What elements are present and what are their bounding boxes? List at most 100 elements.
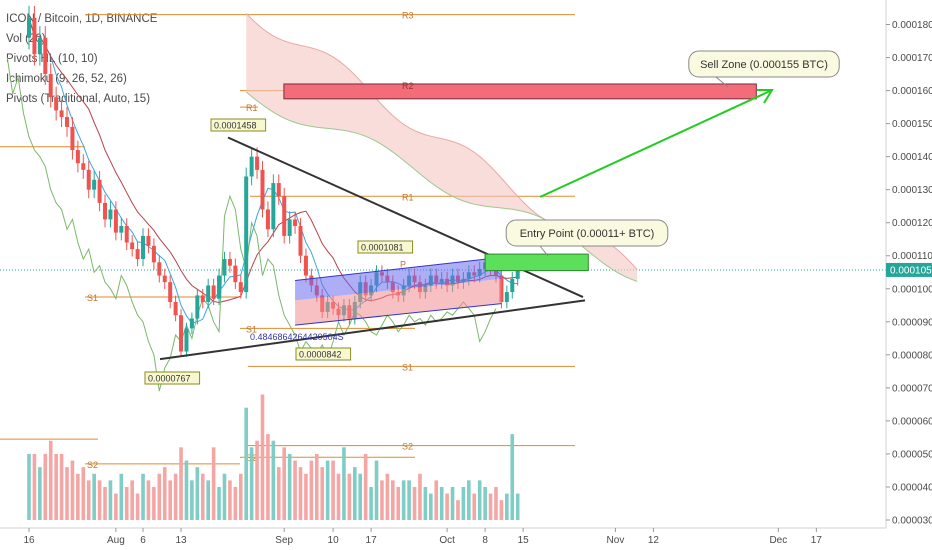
candle-body	[162, 275, 167, 283]
candle-body	[108, 209, 113, 220]
fib-ratio-label: 0.4846864264420504S	[250, 332, 344, 342]
candle-body	[48, 74, 53, 98]
candle-body	[168, 282, 173, 302]
ichimoku-cloud	[246, 13, 638, 282]
candle-body	[504, 292, 509, 302]
price-label-0000842: 0.0000842	[295, 347, 352, 361]
candle-body	[271, 183, 276, 230]
volume-bar	[282, 447, 287, 520]
indicator-pivots-traditional[interactable]: Pivots (Traditional, Auto, 15)	[6, 93, 151, 105]
candle-body	[211, 285, 216, 299]
volume-bar	[374, 460, 379, 520]
volume-bar	[418, 473, 422, 520]
last-price-tag	[886, 262, 932, 277]
volume-bar	[200, 473, 205, 520]
volume-bar	[287, 453, 292, 520]
volume-bar	[483, 486, 487, 520]
candle-body	[86, 169, 91, 190]
volume-bar	[27, 453, 31, 520]
volume-bar	[445, 493, 449, 520]
volume-bar	[325, 460, 330, 520]
volume-bar	[173, 473, 178, 520]
x-tick-label: 10	[328, 535, 340, 546]
volume-bar	[358, 473, 363, 520]
pivot-label: S1	[402, 362, 413, 372]
ascending-trendline	[159, 299, 586, 361]
volume-bar	[184, 460, 189, 520]
volume-bar	[249, 447, 254, 520]
candle-body	[184, 328, 189, 352]
candle-body	[249, 156, 254, 177]
candle-body	[97, 179, 102, 203]
volume-bar	[439, 486, 444, 520]
candle-body	[217, 275, 222, 299]
candle-body	[32, 17, 37, 55]
sell-zone-callout[interactable]: Sell Zone (0.000155 BTC)	[688, 50, 840, 78]
volume-bar	[467, 480, 471, 520]
volume-bar	[407, 480, 411, 520]
candle-body	[130, 242, 135, 250]
channel-bottom-line	[295, 303, 502, 326]
pivot-label: S2	[402, 442, 413, 452]
x-tick-label: Dec	[769, 535, 787, 546]
x-tick-label: 8	[482, 535, 488, 546]
candle-body	[200, 295, 205, 302]
candle-body	[119, 226, 124, 233]
volume-bar	[124, 486, 129, 520]
candle-body	[179, 315, 184, 352]
entry-point-callout[interactable]: Entry Point (0.00011+ BTC)	[505, 219, 669, 247]
callout-pointer	[539, 245, 549, 257]
volume-bar	[385, 473, 390, 520]
volume-bar	[54, 453, 58, 520]
candle-body	[293, 219, 298, 227]
volume-bar	[152, 486, 156, 520]
candle-body	[75, 150, 80, 164]
candle-body	[113, 209, 118, 233]
pivot-label: R1	[246, 103, 258, 113]
volume-bar	[336, 473, 341, 520]
pivot-label: S1	[246, 324, 257, 334]
candle-body	[92, 179, 97, 190]
candle-body	[287, 219, 292, 236]
candle-body	[206, 285, 211, 302]
volume-bar	[228, 480, 232, 520]
volume-bar	[401, 480, 406, 520]
volume-bar	[114, 493, 118, 520]
volume-bar	[515, 493, 520, 520]
entry-zone-box[interactable]	[484, 253, 589, 272]
candle-body	[233, 265, 238, 283]
volume-bar	[255, 440, 259, 520]
volume-bar	[369, 486, 373, 520]
pivot-label: R2	[402, 81, 414, 91]
volume-bar	[32, 453, 37, 520]
sell-zone-box[interactable]	[283, 83, 757, 100]
volume-bar	[130, 480, 134, 520]
candle-body	[151, 245, 156, 263]
candle-body	[227, 259, 232, 266]
volume-bar	[461, 486, 466, 520]
candle-body	[65, 117, 70, 127]
candle-body	[222, 259, 227, 276]
volume-bar	[190, 480, 194, 520]
volume-bar	[423, 486, 428, 520]
volume-bar	[59, 453, 64, 520]
candle-body	[255, 156, 260, 170]
volume-bar	[499, 500, 504, 520]
volume-bar	[211, 447, 216, 520]
price-label-0000842-text: 0.0000842	[299, 350, 342, 360]
volume-bar	[217, 486, 221, 520]
volume-bar	[81, 467, 86, 520]
volume-bar	[48, 440, 53, 520]
volume-bar	[391, 480, 395, 520]
high-price-label-box	[210, 118, 267, 132]
